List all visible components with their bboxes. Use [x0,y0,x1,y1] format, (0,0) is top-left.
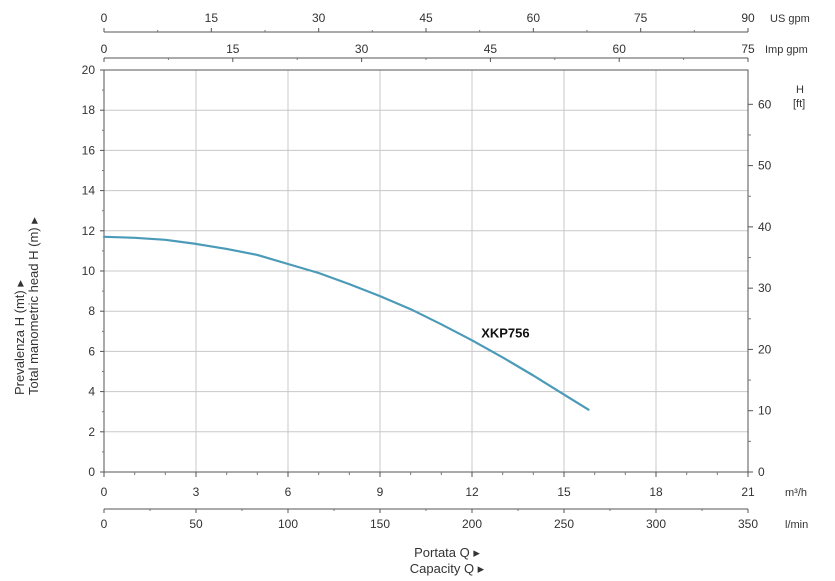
top-primary-axis-unit: US gpm [770,13,810,25]
bottom-tick-label: 18 [649,485,663,499]
bottom-tick-label: 6 [285,485,292,499]
right-tick-label: 60 [758,97,772,111]
top-secondary-tick-label: 0 [101,42,108,56]
y-axis-title-it: Prevalenza H (mt) ▸ [12,280,27,395]
top-secondary-tick-label: 30 [355,42,369,56]
left-tick-label: 2 [88,425,95,439]
left-tick-label: 16 [82,143,96,157]
top-secondary-tick-label: 75 [741,42,755,56]
bottom-tick-label: 9 [377,485,384,499]
bottom-secondary-tick-label: 350 [738,517,758,531]
bottom-secondary-tick-label: 200 [462,517,482,531]
bottom-tick-label: 0 [101,485,108,499]
top-primary-tick-label: 75 [634,11,648,25]
left-tick-label: 14 [82,184,96,198]
top-secondary-axis-unit: Imp gpm [765,44,808,56]
top-secondary-tick-label: 60 [613,42,627,56]
left-tick-label: 10 [82,264,96,278]
top-primary-tick-label: 30 [312,11,326,25]
left-tick-label: 6 [88,344,95,358]
bottom-tick-label: 12 [465,485,479,499]
left-tick-label: 18 [82,103,96,117]
series-layer: XKP756 [102,235,590,411]
top-secondary-tick-label: 45 [484,42,498,56]
left-tick-label: 12 [82,224,96,238]
top-primary-tick-label: 90 [741,11,755,25]
left-tick-label: 4 [88,385,95,399]
right-axis-unit-ft: [ft] [793,98,805,110]
x-axis-title-it: Portata Q ▸ [414,545,480,560]
top-secondary-tick-label: 15 [226,42,240,56]
x-axis-title-en: Capacity Q ▸ [410,561,485,576]
bottom-secondary-tick-label: 50 [189,517,203,531]
bottom-secondary-tick-label: 100 [278,517,298,531]
right-tick-label: 30 [758,281,772,295]
bottom-axis-unit: m³/h [785,487,807,499]
top-primary-tick-label: 15 [205,11,219,25]
bottom-secondary-tick-label: 250 [554,517,574,531]
bottom-tick-label: 3 [193,485,200,499]
left-tick-label: 0 [88,465,95,479]
bottom-secondary-tick-label: 300 [646,517,666,531]
bottom-tick-label: 15 [557,485,571,499]
series-line-xkp756 [102,235,590,411]
series-label-xkp756: XKP756 [481,325,529,340]
left-tick-label: 8 [88,304,95,318]
top-primary-tick-label: 60 [527,11,541,25]
bottom-secondary-tick-label: 0 [101,517,108,531]
right-tick-label: 50 [758,159,772,173]
bottom-secondary-tick-label: 150 [370,517,390,531]
right-tick-label: 20 [758,342,772,356]
right-tick-label: 0 [758,465,765,479]
bottom-secondary-axis-unit: l/min [785,519,808,531]
y-axis-title-en: Total manometric head H (m) ▸ [26,217,41,395]
right-tick-label: 10 [758,404,772,418]
top-primary-tick-label: 45 [419,11,433,25]
grid-lines [103,69,749,473]
left-tick-label: 20 [82,63,96,77]
top-primary-tick-label: 0 [101,11,108,25]
bottom-tick-label: 21 [741,485,755,499]
right-tick-label: 40 [758,220,772,234]
right-axis-unit-h: H [796,84,804,96]
